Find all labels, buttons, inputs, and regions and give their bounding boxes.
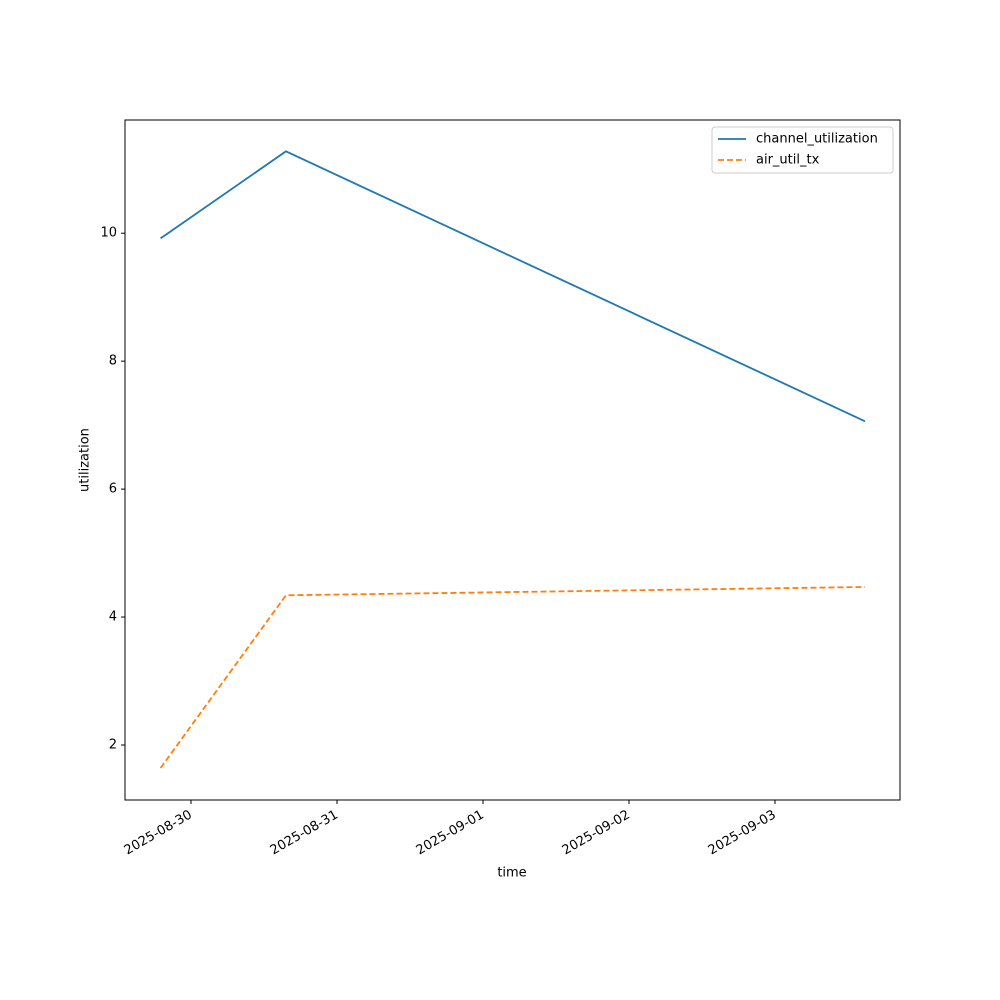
x-tick-label: 2025-09-03 [706,808,779,859]
series-line [159,586,866,769]
y-tick-label: 4 [109,610,117,625]
legend-label: air_util_tx [756,153,820,168]
x-tick-label: 2025-09-02 [560,808,633,859]
y-tick-label: 8 [109,354,117,369]
x-axis-label: time [497,866,526,881]
y-tick-label: 10 [100,226,117,241]
x-tick-label: 2025-08-31 [268,808,341,859]
plot-frame [124,119,901,801]
y-tick-label: 6 [109,482,117,497]
x-tick-label: 2025-09-01 [414,808,487,859]
x-tick-label: 2025-08-30 [122,808,195,859]
y-axis-label: utilization [78,428,93,492]
legend-label: channel_utilization [756,132,878,147]
series-line [160,150,866,423]
y-tick-label: 2 [109,737,117,752]
legend-box [711,126,894,174]
